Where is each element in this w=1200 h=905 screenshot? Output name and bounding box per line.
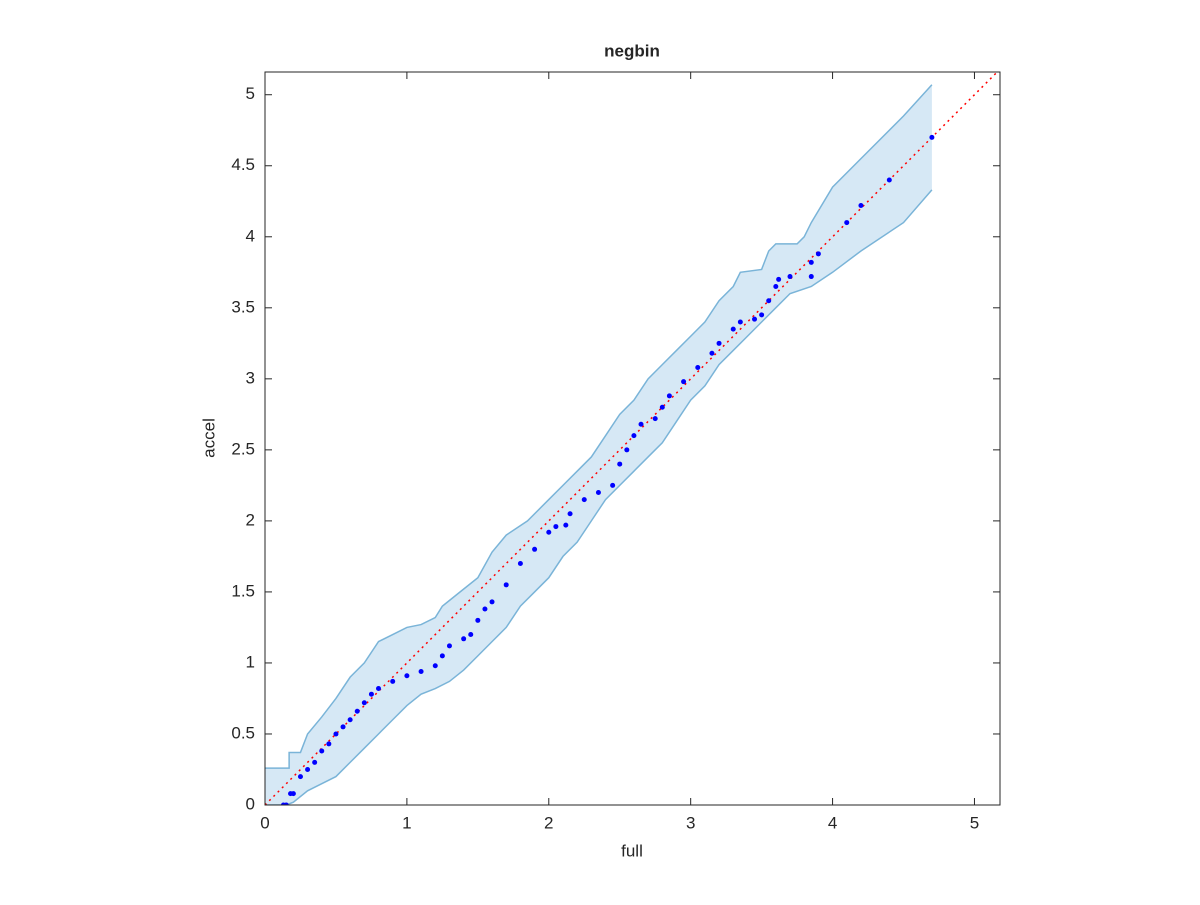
point bbox=[482, 606, 488, 612]
point bbox=[532, 546, 538, 552]
point bbox=[546, 529, 552, 535]
point bbox=[461, 636, 467, 642]
x-tick-label: 1 bbox=[402, 813, 411, 832]
point bbox=[695, 364, 701, 370]
point bbox=[290, 791, 296, 797]
point bbox=[390, 678, 396, 684]
point bbox=[354, 708, 360, 714]
chart-title: negbin bbox=[604, 41, 660, 60]
axes-box bbox=[264, 71, 1001, 806]
y-tick-label: 2.5 bbox=[231, 439, 255, 458]
point bbox=[787, 274, 793, 280]
y-tick-label: 1 bbox=[246, 652, 255, 671]
point bbox=[326, 741, 332, 747]
point bbox=[340, 724, 346, 730]
y-tick-label: 0 bbox=[246, 794, 255, 813]
point bbox=[766, 298, 772, 304]
band-fill bbox=[265, 84, 932, 805]
point bbox=[808, 259, 814, 265]
point bbox=[489, 599, 495, 605]
point bbox=[929, 134, 935, 140]
point bbox=[595, 489, 601, 495]
point bbox=[439, 653, 445, 659]
point bbox=[446, 643, 452, 649]
point bbox=[297, 774, 303, 780]
point bbox=[631, 433, 637, 439]
point bbox=[610, 482, 616, 488]
point bbox=[418, 668, 424, 674]
point bbox=[567, 511, 573, 517]
point bbox=[737, 319, 743, 325]
band-upper bbox=[265, 84, 933, 769]
x-tick-label: 5 bbox=[970, 813, 979, 832]
point bbox=[716, 340, 722, 346]
point bbox=[659, 404, 665, 410]
point bbox=[361, 700, 367, 706]
y-tick-label: 3 bbox=[246, 368, 255, 387]
point bbox=[283, 802, 289, 805]
plot-area bbox=[265, 72, 999, 805]
point bbox=[347, 717, 353, 723]
point bbox=[652, 416, 658, 422]
point bbox=[638, 421, 644, 427]
y-tick-label: 3.5 bbox=[231, 297, 255, 316]
point bbox=[776, 276, 782, 282]
point bbox=[376, 686, 382, 692]
point bbox=[553, 524, 559, 530]
point bbox=[624, 447, 630, 453]
point bbox=[319, 748, 325, 754]
point bbox=[617, 461, 623, 467]
x-tick-label: 3 bbox=[686, 813, 695, 832]
point bbox=[468, 632, 474, 638]
x-axis-label: full bbox=[621, 841, 643, 860]
point bbox=[563, 522, 569, 528]
y-tick-label: 4 bbox=[246, 226, 255, 245]
y-tick-label: 0.5 bbox=[231, 723, 255, 742]
point bbox=[752, 316, 758, 322]
x-tick-label: 4 bbox=[828, 813, 837, 832]
y-tick-label: 5 bbox=[246, 84, 255, 103]
point bbox=[305, 766, 311, 772]
y-tick-label: 1.5 bbox=[231, 581, 255, 600]
y-axis-label: accel bbox=[199, 418, 218, 458]
point bbox=[808, 274, 814, 280]
x-tick-label: 0 bbox=[260, 813, 269, 832]
point bbox=[404, 673, 410, 679]
point bbox=[858, 203, 864, 209]
point bbox=[312, 759, 318, 765]
point bbox=[581, 497, 587, 503]
x-tick-label: 2 bbox=[544, 813, 553, 832]
point bbox=[475, 617, 481, 623]
point bbox=[517, 561, 523, 567]
point bbox=[368, 691, 374, 697]
point bbox=[432, 663, 438, 669]
point bbox=[503, 582, 509, 588]
point bbox=[666, 393, 672, 399]
y-tick-label: 2 bbox=[246, 510, 255, 529]
band-lower bbox=[265, 189, 933, 805]
point bbox=[730, 326, 736, 332]
point bbox=[886, 177, 892, 183]
point bbox=[815, 251, 821, 257]
point bbox=[333, 731, 339, 737]
y-tick-label: 4.5 bbox=[231, 155, 255, 174]
point bbox=[773, 284, 779, 290]
point bbox=[709, 350, 715, 356]
point bbox=[759, 312, 765, 318]
point bbox=[681, 379, 687, 385]
point bbox=[844, 220, 850, 226]
